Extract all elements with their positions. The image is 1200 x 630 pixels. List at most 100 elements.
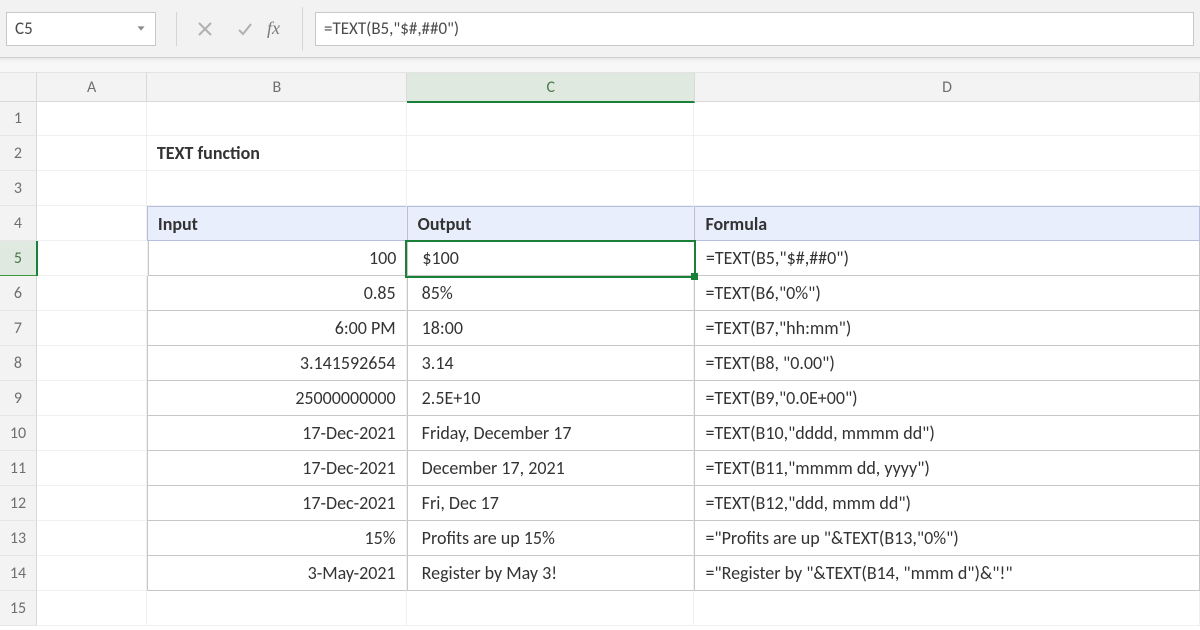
cell[interactable]: [37, 276, 147, 311]
table-cell-output[interactable]: 85%: [407, 276, 695, 311]
name-box[interactable]: C5 ▼: [6, 12, 156, 46]
row-header[interactable]: 3: [0, 171, 37, 206]
table-cell-output[interactable]: Friday, December 17: [407, 416, 695, 451]
table-cell-input[interactable]: 3.141592654: [147, 346, 407, 381]
cell[interactable]: [147, 101, 407, 136]
col-header-B[interactable]: B: [147, 73, 407, 102]
table-cell-input[interactable]: 6:00 PM: [147, 311, 407, 346]
row-header[interactable]: 5: [0, 241, 38, 276]
table-cell-output[interactable]: 2.5E+10: [407, 381, 695, 416]
row-header[interactable]: 1: [0, 101, 37, 136]
formula-input-value: =TEXT(B5,"$#,##0"): [324, 18, 459, 39]
fx-icon[interactable]: fx: [267, 18, 286, 39]
row-header[interactable]: 12: [0, 486, 37, 521]
cancel-icon[interactable]: [191, 15, 219, 43]
table-cell-formula[interactable]: =TEXT(B5,"$#,##0"): [695, 241, 1200, 276]
formula-input[interactable]: =TEXT(B5,"$#,##0"): [315, 12, 1194, 46]
cell[interactable]: [694, 171, 1200, 206]
row: 11 17-Dec-2021December 17, 2021=TEXT(B11,…: [0, 451, 1200, 486]
table-cell-input[interactable]: 100: [148, 241, 408, 276]
table-header-output[interactable]: Output: [407, 206, 695, 241]
table-cell-input[interactable]: 15%: [147, 521, 407, 556]
table-cell-input[interactable]: 17-Dec-2021: [147, 416, 407, 451]
table-cell-formula[interactable]: ="Register by "&TEXT(B14, "mmm d")&"!": [694, 556, 1200, 591]
row: 6 0.8585%=TEXT(B6,"0%"): [0, 276, 1200, 311]
chevron-down-icon[interactable]: ▼: [135, 24, 147, 33]
cell[interactable]: [37, 101, 147, 136]
cell[interactable]: [37, 136, 147, 171]
row-header[interactable]: 8: [0, 346, 37, 381]
cell[interactable]: [37, 486, 147, 521]
table-cell-formula[interactable]: =TEXT(B7,"hh:mm"): [694, 311, 1200, 346]
cell[interactable]: [37, 451, 147, 486]
cell[interactable]: [37, 346, 147, 381]
row: 5 100$100=TEXT(B5,"$#,##0"): [0, 241, 1200, 276]
table-cell-output[interactable]: $100: [407, 241, 695, 276]
table-cell-input[interactable]: 25000000000: [147, 381, 407, 416]
table-cell-formula[interactable]: =TEXT(B9,"0.0E+00"): [694, 381, 1200, 416]
cell[interactable]: [147, 591, 407, 626]
cell[interactable]: [37, 591, 147, 626]
row-header[interactable]: 13: [0, 521, 37, 556]
row-header[interactable]: 14: [0, 556, 37, 591]
cell[interactable]: [147, 171, 407, 206]
table-cell-input[interactable]: 17-Dec-2021: [147, 451, 407, 486]
table-cell-output[interactable]: Fri, Dec 17: [407, 486, 695, 521]
divider: [176, 12, 177, 46]
table-cell-formula[interactable]: =TEXT(B12,"ddd, mmm dd"): [694, 486, 1200, 521]
table-cell-output[interactable]: December 17, 2021: [407, 451, 695, 486]
table-cell-formula[interactable]: ="Profits are up "&TEXT(B13,"0%"): [694, 521, 1200, 556]
col-header-A[interactable]: A: [37, 73, 148, 102]
row-header[interactable]: 9: [0, 381, 37, 416]
table-header-input[interactable]: Input: [147, 206, 407, 241]
cell[interactable]: [37, 556, 147, 591]
table-cell-input[interactable]: 3-May-2021: [147, 556, 407, 591]
cell[interactable]: [407, 591, 695, 626]
cell[interactable]: [37, 171, 147, 206]
row-header[interactable]: 10: [0, 416, 37, 451]
table-cell-formula[interactable]: =TEXT(B11,"mmmm dd, yyyy"): [694, 451, 1200, 486]
enter-check-icon[interactable]: [231, 15, 259, 43]
grid-body[interactable]: 12 TEXT function 34 InputOutputFormula 5 100$…: [0, 101, 1200, 630]
cell[interactable]: [407, 136, 695, 171]
cell[interactable]: [37, 206, 147, 241]
table-header-formula[interactable]: Formula: [694, 206, 1200, 241]
row: 12 17-Dec-2021Fri, Dec 17=TEXT(B12,"ddd, …: [0, 486, 1200, 521]
cell[interactable]: [407, 101, 695, 136]
table-cell-output[interactable]: 18:00: [407, 311, 695, 346]
table-cell-formula[interactable]: =TEXT(B8, "0.00"): [694, 346, 1200, 381]
cell[interactable]: [38, 241, 148, 276]
col-header-C[interactable]: C: [407, 73, 695, 103]
table-cell-output[interactable]: 3.14: [407, 346, 695, 381]
cell[interactable]: [694, 136, 1200, 171]
cell[interactable]: [37, 521, 147, 556]
row-header[interactable]: 11: [0, 451, 37, 486]
row-header[interactable]: 4: [0, 206, 37, 241]
cell[interactable]: [407, 171, 695, 206]
row: 4 InputOutputFormula: [0, 206, 1200, 241]
col-header-D[interactable]: D: [695, 73, 1200, 102]
table-cell-input[interactable]: 17-Dec-2021: [147, 486, 407, 521]
cell[interactable]: [37, 381, 147, 416]
column-headers: A B C D: [0, 73, 1200, 101]
row-header[interactable]: 6: [0, 276, 37, 311]
cell[interactable]: [694, 101, 1200, 136]
select-all-corner[interactable]: [0, 73, 37, 102]
row: 1: [0, 101, 1200, 136]
cell[interactable]: [37, 416, 147, 451]
table-cell-formula[interactable]: =TEXT(B6,"0%"): [694, 276, 1200, 311]
row-header[interactable]: 2: [0, 136, 37, 171]
cell[interactable]: [694, 591, 1200, 626]
table-cell-output[interactable]: Register by May 3!: [407, 556, 695, 591]
cell[interactable]: [37, 311, 147, 346]
row-header[interactable]: 15: [0, 591, 37, 626]
row-header[interactable]: 7: [0, 311, 37, 346]
table-cell-output[interactable]: Profits are up 15%: [407, 521, 695, 556]
table-cell-input[interactable]: 0.85: [147, 276, 407, 311]
table-cell-formula[interactable]: =TEXT(B10,"dddd, mmmm dd"): [694, 416, 1200, 451]
row: 15: [0, 591, 1200, 626]
row: 2 TEXT function: [0, 136, 1200, 171]
row: 13 15%Profits are up 15%="Profits are up …: [0, 521, 1200, 556]
section-title[interactable]: TEXT function: [147, 136, 407, 171]
ribbon-shadow: [0, 58, 1200, 73]
